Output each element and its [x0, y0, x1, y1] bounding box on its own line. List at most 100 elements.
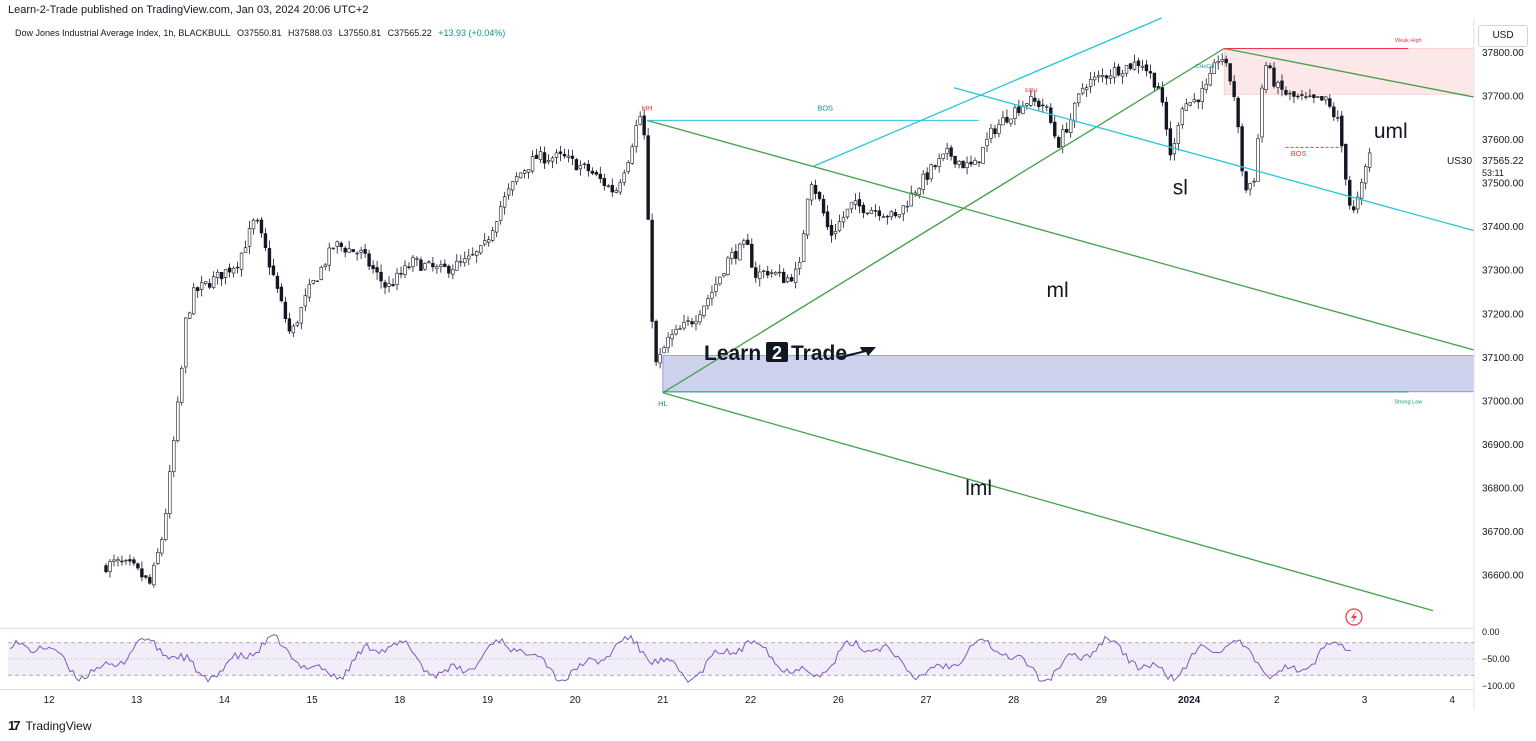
candle-body — [738, 243, 742, 261]
candle-body — [168, 471, 172, 514]
candle — [1348, 175, 1352, 210]
candle — [594, 169, 599, 177]
candle-body — [1204, 83, 1208, 90]
candle-body — [335, 241, 339, 247]
candle — [554, 149, 559, 165]
alert-icon[interactable] — [1345, 608, 1363, 626]
ohlc-open: O37550.81 — [236, 28, 282, 38]
candle-body — [375, 267, 379, 273]
candle — [283, 296, 288, 323]
candle-body — [490, 230, 495, 241]
candle-body — [1228, 63, 1232, 82]
candle-body — [754, 267, 758, 278]
candle — [140, 561, 144, 582]
candle — [1069, 113, 1073, 138]
price-change: +13.93 (+0.04%) — [438, 28, 506, 38]
candle — [347, 240, 351, 253]
candle-body — [235, 266, 240, 269]
currency-button[interactable]: USD — [1478, 25, 1528, 47]
time-tick-label: 2024 — [1178, 695, 1201, 706]
candle — [494, 220, 499, 238]
candle — [706, 294, 710, 310]
candle — [546, 154, 551, 165]
candle — [1344, 143, 1348, 186]
time-tick-label: 22 — [745, 695, 757, 706]
candle — [734, 244, 738, 265]
candle — [506, 183, 511, 200]
candle — [710, 285, 714, 306]
instrument-name[interactable]: Dow Jones Industrial Average Index, 1h, … — [15, 28, 231, 38]
price-tick-label: 37100.00 — [1482, 353, 1524, 364]
candle — [1340, 110, 1344, 153]
candle-body — [407, 266, 411, 268]
candle — [793, 261, 798, 289]
candle — [1084, 84, 1089, 97]
candle — [339, 241, 343, 252]
candle-body — [1336, 117, 1340, 119]
price-tick-label: 37500.00 — [1482, 179, 1524, 190]
candle — [192, 282, 196, 316]
time-tick-label: 26 — [833, 695, 845, 706]
candle — [614, 187, 618, 194]
candle — [331, 247, 335, 251]
candle-body — [642, 115, 646, 136]
candle — [1164, 96, 1169, 136]
candle-body — [411, 257, 415, 267]
candle — [550, 155, 555, 169]
candle-body — [247, 228, 252, 247]
candle-body — [722, 273, 726, 277]
candle-body — [789, 277, 794, 282]
candle-body — [1005, 116, 1009, 123]
candle — [634, 119, 638, 153]
candle-body — [427, 261, 431, 264]
candle-body — [1045, 106, 1049, 108]
tradingview-footer[interactable]: 17 TradingView — [8, 718, 92, 733]
candle — [1065, 122, 1069, 134]
candle-body — [494, 221, 499, 233]
candle — [144, 575, 148, 580]
candle — [479, 244, 483, 255]
candle-body — [686, 320, 690, 322]
candle-body — [746, 239, 750, 245]
candle-body — [993, 128, 997, 135]
candle — [1232, 75, 1236, 102]
candle-body — [634, 125, 638, 147]
candle-body — [1284, 90, 1288, 95]
candle-body — [1300, 94, 1304, 96]
time-tick-label: 19 — [482, 695, 494, 706]
candle-body — [1180, 108, 1185, 125]
candle-body — [1220, 59, 1224, 62]
candle — [1005, 109, 1009, 124]
candle — [570, 149, 575, 166]
candle-body — [502, 196, 507, 208]
candle — [104, 563, 108, 574]
candle — [483, 233, 487, 247]
candle — [909, 185, 913, 207]
candle-body — [646, 135, 650, 220]
price-tick-label: 37300.00 — [1482, 266, 1524, 277]
candle — [1045, 104, 1049, 112]
candle-body — [1001, 117, 1005, 126]
candle — [1136, 57, 1141, 74]
candle — [267, 240, 272, 275]
candle — [638, 111, 642, 126]
candle — [467, 249, 471, 266]
candle-body — [546, 160, 551, 163]
candle — [1116, 63, 1121, 77]
candle — [156, 548, 160, 565]
candle-body — [1053, 121, 1057, 137]
candle — [925, 167, 929, 186]
candle-body — [1192, 99, 1196, 103]
candle-body — [558, 151, 563, 154]
candle-body — [311, 280, 315, 284]
candle-body — [227, 267, 232, 273]
candle — [929, 163, 933, 182]
candle — [718, 276, 722, 287]
last-price: 37565.22 — [1482, 156, 1524, 167]
candle-body — [849, 202, 854, 210]
annotation-weak-high: Weak High — [1395, 38, 1422, 44]
candle — [602, 173, 607, 191]
ohlc-low: L37550.81 — [338, 28, 382, 38]
annotation-choch: CHoCH — [1195, 64, 1214, 70]
